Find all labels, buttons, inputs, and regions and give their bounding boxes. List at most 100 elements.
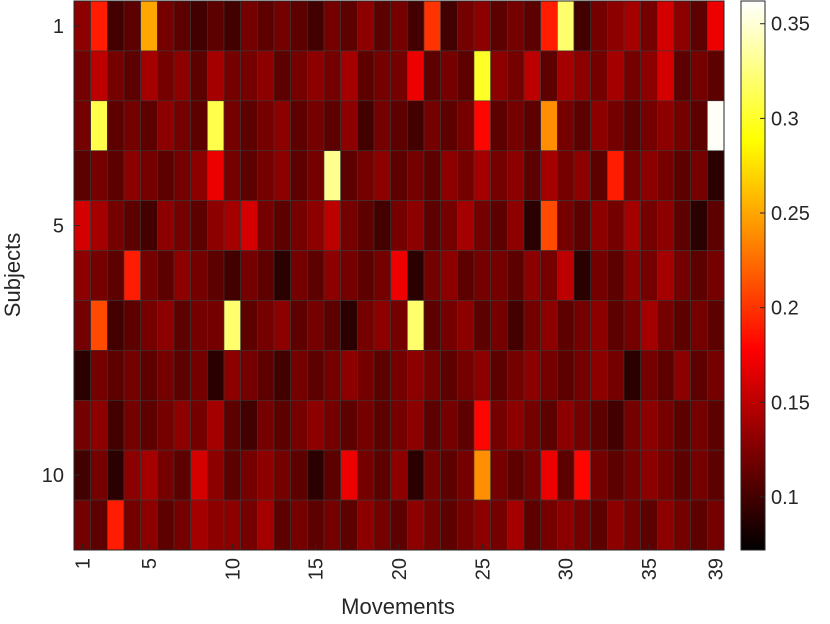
heatmap-cell <box>123 499 141 551</box>
heatmap-cell <box>323 150 341 201</box>
heatmap-cell <box>423 150 441 201</box>
heatmap-cell <box>507 449 525 501</box>
heatmap-cell <box>373 250 391 301</box>
heatmap-cell <box>490 499 508 551</box>
heatmap-cell <box>490 50 508 102</box>
heatmap-cell <box>607 250 625 301</box>
heatmap-cell <box>507 100 525 152</box>
heatmap-cell <box>240 250 258 301</box>
heatmap-cell <box>273 350 291 401</box>
heatmap-cell <box>140 300 158 351</box>
heatmap-cell <box>623 200 641 251</box>
heatmap-cell <box>223 449 241 501</box>
heatmap-cells <box>73 0 725 551</box>
heatmap-cell <box>173 449 191 501</box>
heatmap-cell <box>107 250 125 301</box>
heatmap-cell <box>457 350 475 401</box>
colorbar-ticks: 0.1 0.15 0.2 0.25 0.3 0.35 <box>760 14 810 509</box>
heatmap-cell <box>323 200 341 251</box>
heatmap-cell <box>440 449 458 501</box>
heatmap-cell <box>523 300 541 351</box>
heatmap-cell <box>257 499 275 551</box>
heatmap-cell <box>457 499 475 551</box>
heatmap-cell <box>457 200 475 251</box>
heatmap-cell <box>590 50 608 102</box>
heatmap-cell <box>157 250 175 301</box>
heatmap-cell <box>390 250 408 301</box>
heatmap-cell <box>640 449 658 501</box>
heatmap-cell <box>607 350 625 401</box>
heatmap-cell <box>607 50 625 102</box>
heatmap-cell <box>673 399 691 451</box>
heatmap-cell <box>423 50 441 102</box>
heatmap-cell <box>590 150 608 201</box>
heatmap-cell <box>657 150 675 201</box>
heatmap-cell <box>657 50 675 102</box>
heatmap-cell <box>157 150 175 201</box>
heatmap-cell <box>573 449 591 501</box>
heatmap-cell <box>540 300 558 351</box>
heatmap-cell <box>290 250 308 301</box>
heatmap-cell <box>107 499 125 551</box>
heatmap-cell <box>407 0 425 52</box>
heatmap-cell <box>590 250 608 301</box>
heatmap-cell <box>473 150 491 201</box>
heatmap-cell <box>590 499 608 551</box>
heatmap-cell <box>623 300 641 351</box>
heatmap-cell <box>207 150 225 201</box>
heatmap-cell <box>490 300 508 351</box>
heatmap-cell <box>73 50 91 102</box>
heatmap-cell <box>257 399 275 451</box>
heatmap-cell <box>90 449 108 501</box>
heatmap-cell <box>123 250 141 301</box>
heatmap-cell <box>407 150 425 201</box>
heatmap-cell <box>690 399 708 451</box>
heatmap-cell <box>140 350 158 401</box>
x-tick-label: 35 <box>639 558 661 580</box>
heatmap-cell <box>640 100 658 152</box>
heatmap-cell <box>540 350 558 401</box>
heatmap-cell <box>690 499 708 551</box>
heatmap-cell <box>440 200 458 251</box>
heatmap-cell <box>507 50 525 102</box>
heatmap-cell <box>590 449 608 501</box>
heatmap-cell <box>373 200 391 251</box>
heatmap-cell <box>640 250 658 301</box>
heatmap-cell <box>357 100 375 152</box>
heatmap-cell <box>390 399 408 451</box>
heatmap-cell <box>140 250 158 301</box>
heatmap-cell <box>490 350 508 401</box>
heatmap-cell <box>440 150 458 201</box>
heatmap-cell <box>73 150 91 201</box>
heatmap-cell <box>457 50 475 102</box>
heatmap-cell <box>507 350 525 401</box>
heatmap-cell <box>207 250 225 301</box>
heatmap-cell <box>640 300 658 351</box>
heatmap-cell <box>607 200 625 251</box>
heatmap-cell <box>407 50 425 102</box>
heatmap-cell <box>240 150 258 201</box>
heatmap-cell <box>573 300 591 351</box>
heatmap-cell <box>623 449 641 501</box>
heatmap-cell <box>340 399 358 451</box>
heatmap-cell <box>357 150 375 201</box>
x-tick-label: 1 <box>72 558 94 569</box>
heatmap-cell <box>240 449 258 501</box>
heatmap-cell <box>707 300 725 351</box>
heatmap-cell <box>290 300 308 351</box>
heatmap-cell <box>657 200 675 251</box>
heatmap-cell <box>373 449 391 501</box>
heatmap-cell <box>540 250 558 301</box>
heatmap-cell <box>107 300 125 351</box>
heatmap-cell <box>557 150 575 201</box>
heatmap-cell <box>223 50 241 102</box>
heatmap-cell <box>357 499 375 551</box>
heatmap-cell <box>357 300 375 351</box>
heatmap-cell <box>340 499 358 551</box>
heatmap-cell <box>190 449 208 501</box>
heatmap-cell <box>607 300 625 351</box>
heatmap-cell <box>457 100 475 152</box>
heatmap-cell <box>590 300 608 351</box>
heatmap-cell <box>540 0 558 52</box>
